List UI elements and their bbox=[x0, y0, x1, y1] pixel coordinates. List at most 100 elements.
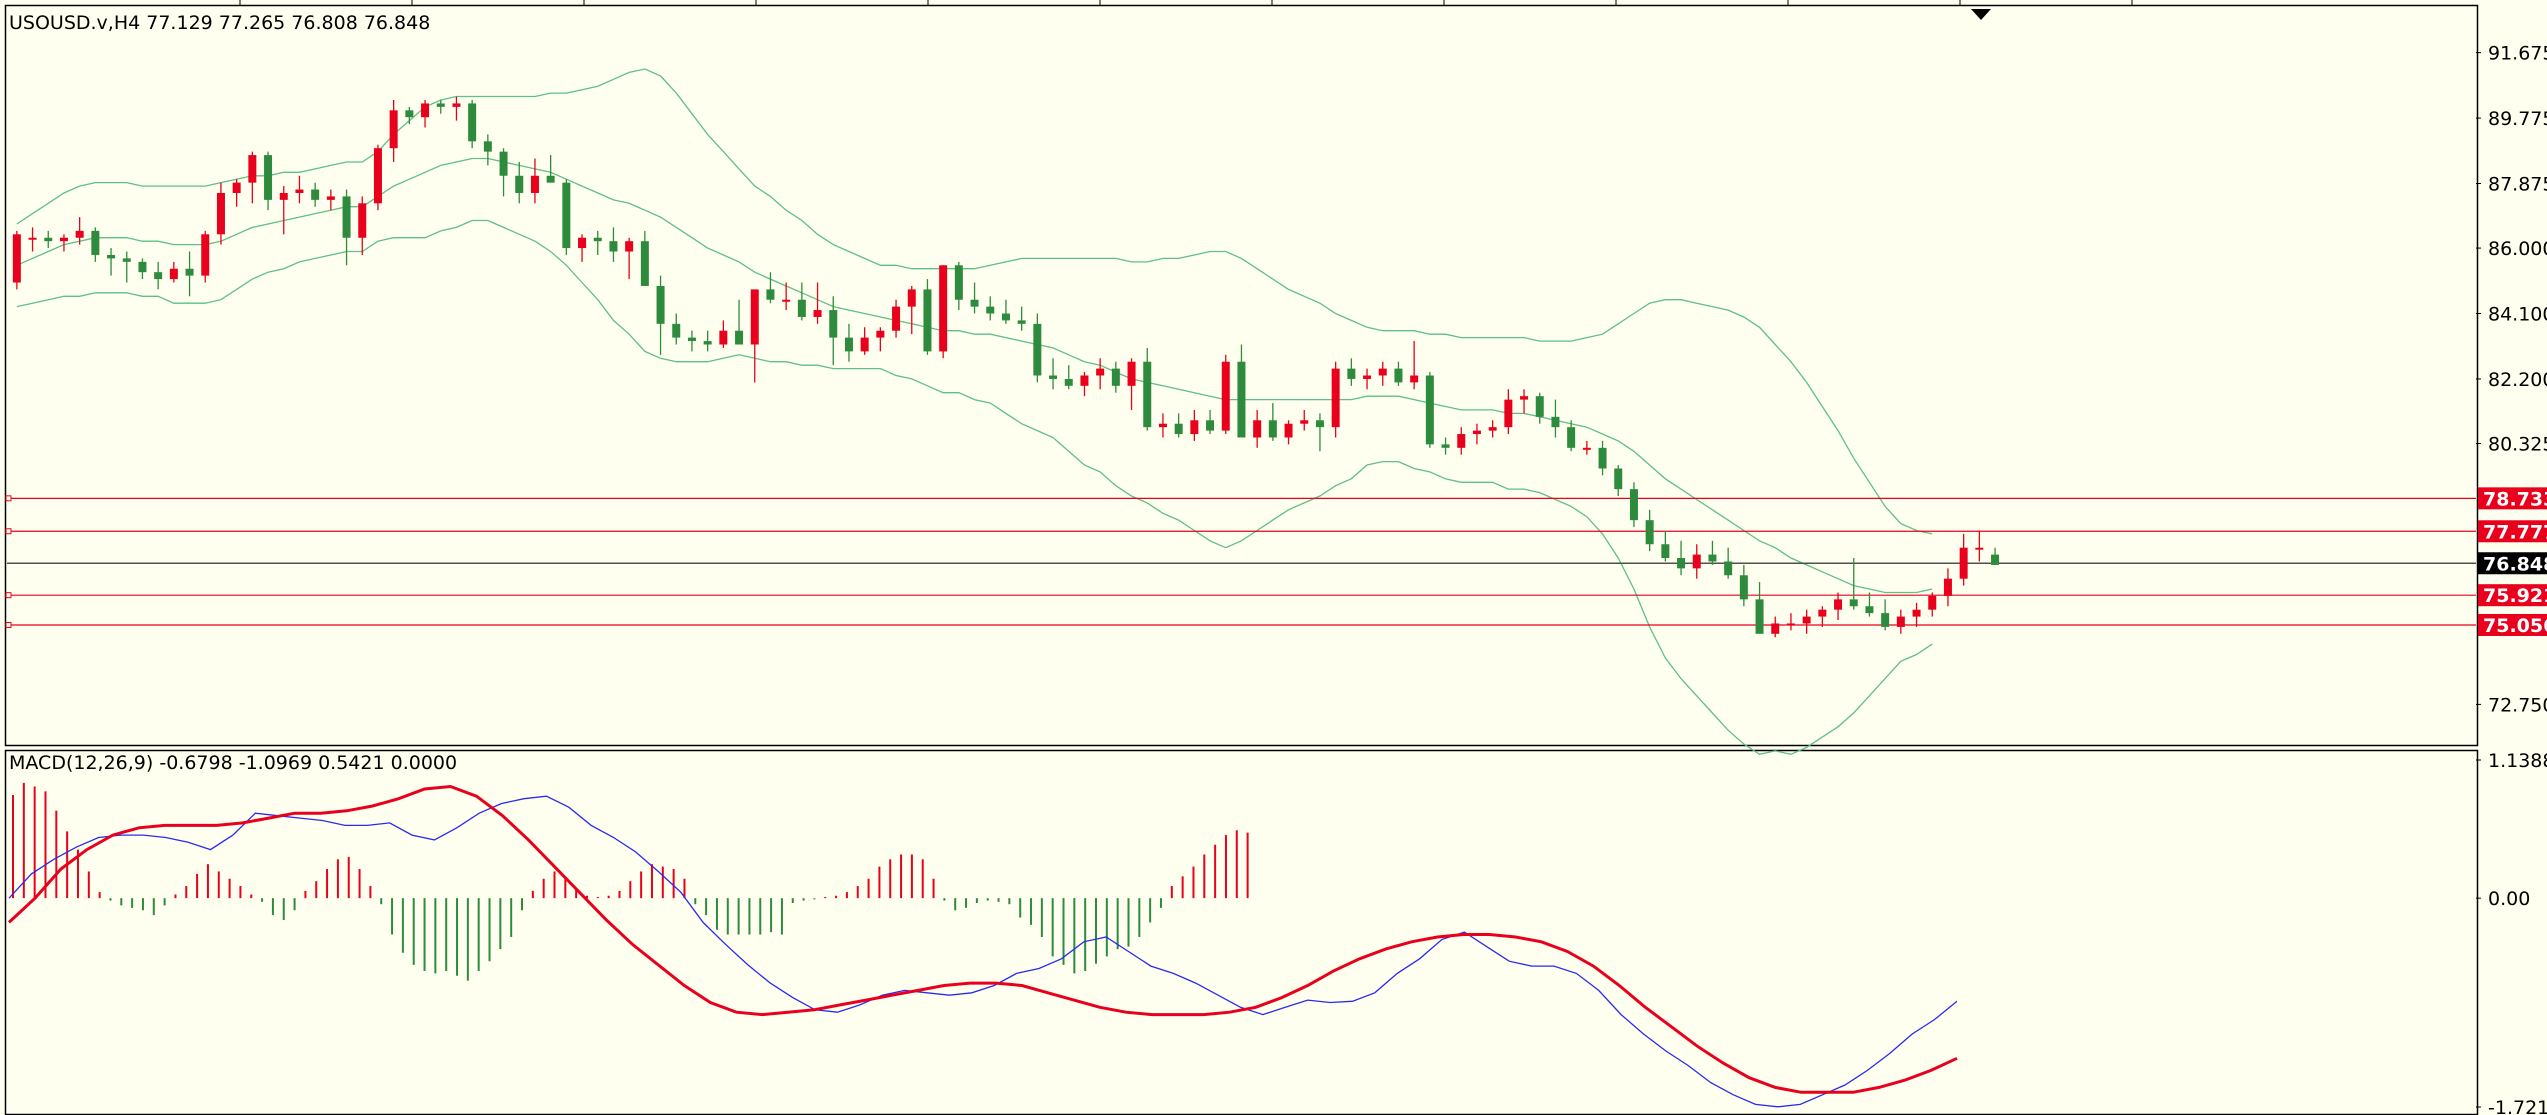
candle bbox=[1724, 547, 1733, 579]
candle bbox=[562, 179, 571, 255]
candle bbox=[358, 196, 367, 255]
candle-body bbox=[1206, 420, 1215, 431]
candle bbox=[797, 282, 806, 321]
candle bbox=[1158, 413, 1167, 438]
candle-body bbox=[248, 155, 257, 183]
candle bbox=[107, 248, 116, 276]
chart-shift-marker[interactable] bbox=[1971, 9, 1991, 20]
candle bbox=[1080, 372, 1089, 397]
candle bbox=[216, 182, 225, 245]
candle-body bbox=[1472, 430, 1481, 435]
candle bbox=[766, 272, 775, 304]
candle bbox=[1567, 420, 1576, 452]
candle-body bbox=[1049, 375, 1058, 379]
price-tick-label: 87.875 bbox=[2488, 174, 2547, 196]
candle-body bbox=[216, 192, 225, 235]
candle bbox=[154, 261, 163, 290]
candle-body bbox=[797, 299, 806, 317]
candle bbox=[405, 106, 414, 125]
macd-lines bbox=[7, 784, 1958, 1108]
candle-body bbox=[1771, 623, 1780, 634]
candle-body bbox=[59, 237, 68, 242]
candle-body bbox=[326, 196, 335, 200]
candle bbox=[1755, 582, 1764, 634]
candle-body bbox=[1535, 396, 1544, 417]
macd-pane-title: MACD(12,26,9) -0.6798 -1.0969 0.5421 0.0… bbox=[9, 752, 457, 774]
candle-body bbox=[546, 175, 555, 183]
candle bbox=[373, 144, 382, 211]
candle-body bbox=[342, 196, 351, 238]
candle-body bbox=[1425, 375, 1434, 445]
candle bbox=[452, 96, 461, 121]
candle-body bbox=[986, 306, 995, 314]
candle-body bbox=[1158, 423, 1167, 428]
candle bbox=[1692, 544, 1701, 579]
candle bbox=[640, 230, 649, 286]
candle bbox=[735, 299, 744, 345]
candle-body bbox=[782, 299, 791, 302]
candle-body bbox=[279, 192, 288, 200]
candle bbox=[1190, 409, 1199, 441]
candle bbox=[939, 265, 948, 359]
candle-body bbox=[1064, 378, 1073, 386]
candle bbox=[122, 251, 131, 283]
candle-body bbox=[876, 330, 885, 338]
candle-body bbox=[483, 141, 492, 152]
level-tag: 75.056 bbox=[2478, 613, 2547, 637]
candle bbox=[1520, 389, 1529, 414]
candle-body bbox=[844, 337, 853, 352]
candle bbox=[1174, 413, 1183, 438]
candle-body bbox=[468, 103, 477, 142]
candle-body bbox=[91, 230, 100, 255]
candle bbox=[1818, 606, 1827, 627]
candle-body bbox=[1645, 520, 1654, 545]
candle-body bbox=[1598, 447, 1607, 469]
candle-body bbox=[1363, 375, 1372, 379]
candle-body bbox=[264, 155, 273, 200]
macd-tick-label: 0.00 bbox=[2488, 888, 2530, 910]
candle bbox=[44, 230, 53, 249]
candle-body bbox=[1881, 613, 1890, 627]
candle bbox=[1959, 533, 1968, 586]
candle-body bbox=[1975, 547, 1984, 550]
candle-body bbox=[1111, 368, 1120, 386]
candle bbox=[923, 279, 932, 355]
candle bbox=[530, 158, 539, 204]
candle-body bbox=[719, 330, 728, 345]
candle bbox=[1331, 361, 1340, 438]
candle bbox=[264, 151, 273, 211]
macd-histogram bbox=[12, 782, 1249, 981]
candle bbox=[468, 99, 477, 149]
candle-body bbox=[1724, 561, 1733, 576]
price-tick-label: 89.775 bbox=[2488, 108, 2547, 130]
candle-body bbox=[185, 268, 194, 276]
candle-body bbox=[829, 310, 838, 338]
candle bbox=[578, 234, 587, 262]
candle-body bbox=[656, 285, 665, 324]
candle-body bbox=[1347, 368, 1356, 379]
candle-body bbox=[44, 237, 53, 242]
candle-body bbox=[562, 182, 571, 249]
candle bbox=[232, 179, 241, 207]
candle-body bbox=[1708, 554, 1717, 562]
candle bbox=[1017, 306, 1026, 331]
candle-body bbox=[1520, 396, 1529, 400]
bollinger-lower-line bbox=[16, 219, 1933, 755]
price-axis: 91.675 89.775 87.875 86.000 84.100 82.200 80.3… bbox=[2476, 43, 2547, 716]
candle bbox=[1394, 361, 1403, 386]
candle-body bbox=[1582, 447, 1591, 450]
level-tag-bg bbox=[2478, 487, 2547, 510]
candle bbox=[1865, 592, 1874, 617]
level-anchor-3 bbox=[5, 592, 12, 599]
candle-body bbox=[1253, 420, 1262, 438]
candle-body bbox=[923, 289, 932, 352]
candle-body bbox=[860, 337, 869, 352]
candle bbox=[1614, 465, 1623, 497]
candle-body bbox=[1834, 599, 1843, 610]
candle bbox=[687, 330, 696, 352]
candle bbox=[1551, 399, 1560, 438]
candle bbox=[75, 217, 84, 245]
